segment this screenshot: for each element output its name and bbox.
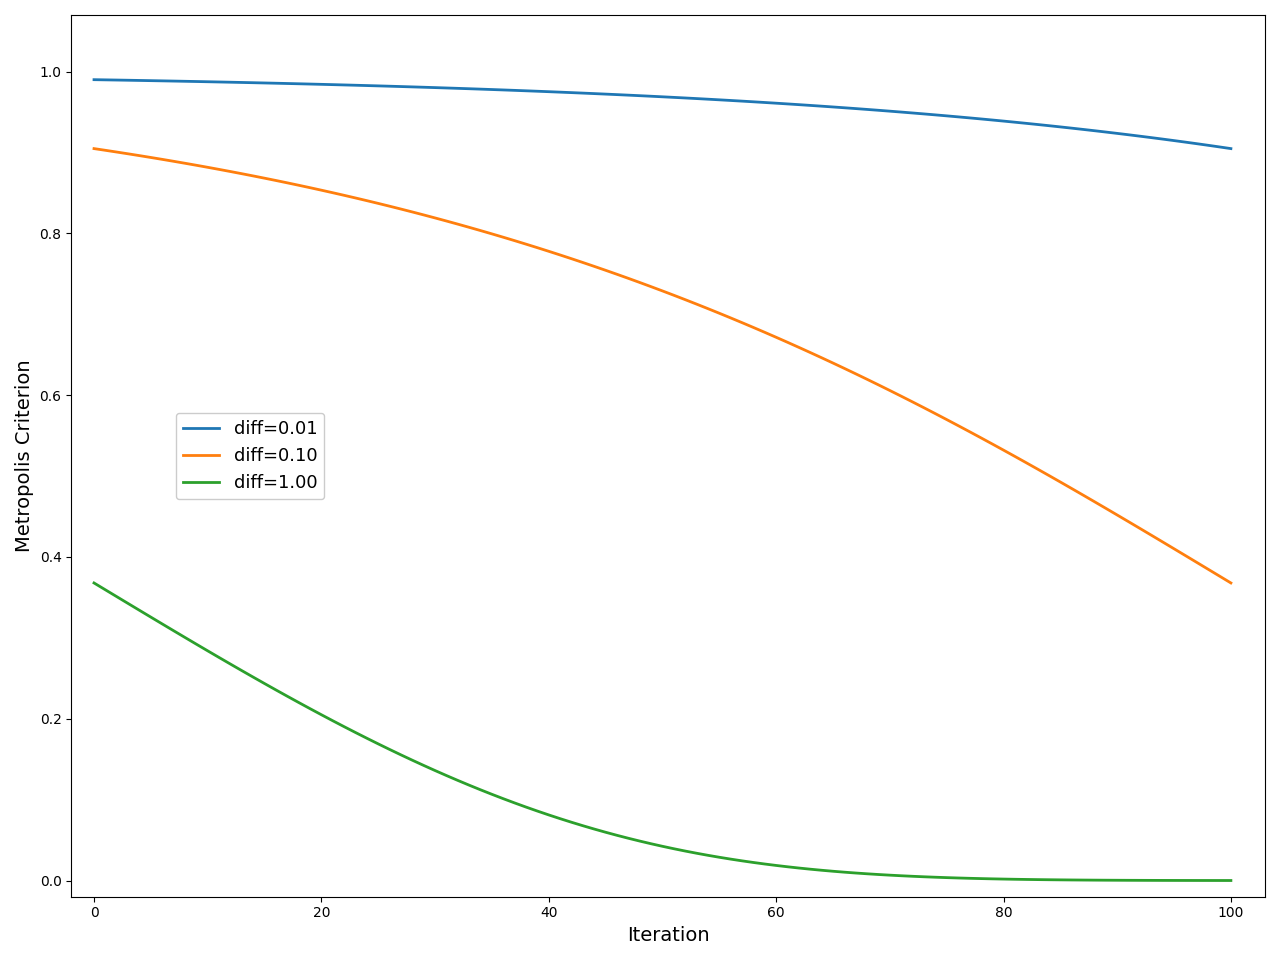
- diff=0.10: [1224, 577, 1239, 588]
- diff=0.10: [940, 414, 955, 425]
- diff=0.10: [86, 143, 101, 155]
- diff=0.01: [86, 74, 101, 85]
- diff=1.00: [370, 738, 385, 750]
- diff=1.00: [940, 872, 955, 883]
- diff=0.10: [882, 385, 897, 396]
- diff=1.00: [166, 625, 182, 636]
- diff=1.00: [768, 860, 783, 872]
- diff=1.00: [86, 577, 101, 588]
- diff=0.01: [882, 106, 897, 117]
- Y-axis label: Metropolis Criterion: Metropolis Criterion: [15, 360, 35, 552]
- Line: diff=0.01: diff=0.01: [93, 80, 1231, 149]
- diff=0.01: [940, 110, 955, 122]
- diff=0.01: [1224, 143, 1239, 155]
- diff=1.00: [1224, 875, 1239, 886]
- diff=1.00: [882, 870, 897, 881]
- diff=0.01: [166, 75, 182, 86]
- diff=0.01: [768, 97, 783, 108]
- diff=0.01: [370, 80, 385, 91]
- Legend: diff=0.01, diff=0.10, diff=1.00: diff=0.01, diff=0.10, diff=1.00: [175, 413, 324, 499]
- Line: diff=0.10: diff=0.10: [93, 149, 1231, 583]
- diff=0.10: [768, 331, 783, 343]
- diff=0.10: [609, 269, 625, 280]
- X-axis label: Iteration: Iteration: [627, 926, 709, 945]
- diff=0.10: [370, 198, 385, 209]
- diff=1.00: [609, 829, 625, 841]
- diff=0.01: [609, 89, 625, 101]
- diff=0.10: [166, 156, 182, 167]
- Line: diff=1.00: diff=1.00: [93, 583, 1231, 880]
